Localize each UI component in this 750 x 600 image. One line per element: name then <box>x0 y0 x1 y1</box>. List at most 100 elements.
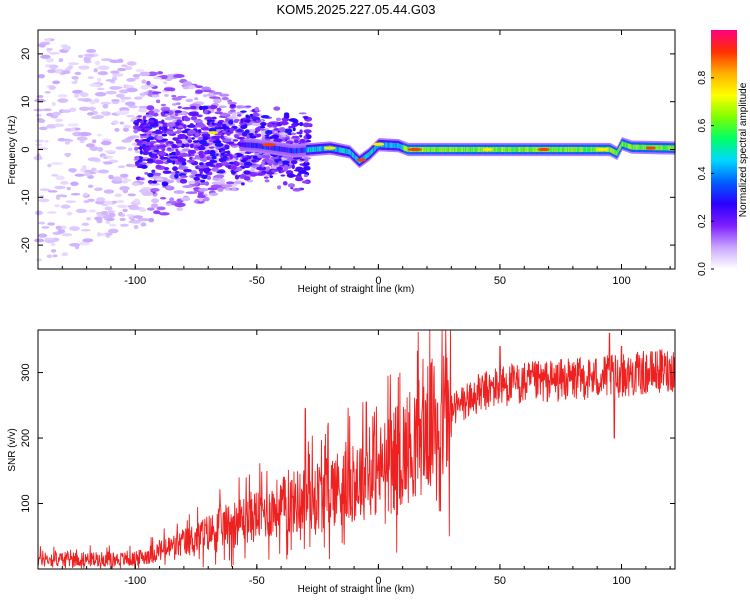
spectrogram-band-cell <box>586 146 588 153</box>
spectrogram-band-cell <box>265 144 268 150</box>
spectrogram-speckle <box>50 249 57 253</box>
spectrogram-band-cell <box>642 144 644 150</box>
spectrogram-band-cell <box>370 149 372 155</box>
spectrogram-cluster <box>139 120 144 124</box>
spectrogram-band-cell <box>292 148 294 154</box>
spectrogram-cluster <box>286 173 296 178</box>
spectrogram-band-cell <box>622 141 624 147</box>
spectrogram-speckle <box>79 92 87 96</box>
spectrogram-speckle <box>147 71 158 77</box>
spectrogram-band-cell <box>453 146 455 153</box>
spectrogram-speckle <box>64 141 71 145</box>
spectrogram-cluster <box>186 159 196 163</box>
spectrogram-band-cell <box>312 146 314 152</box>
spectrogram-cluster <box>160 103 167 107</box>
spectrogram-cluster <box>172 137 178 141</box>
spectrogram-band-cell <box>625 142 628 148</box>
spectrogram-band-cell <box>634 144 636 150</box>
spectrogram-speckle <box>44 140 49 143</box>
spectrogram-band-cell <box>299 147 302 153</box>
spectrogram-speckle <box>97 65 110 71</box>
spectrogram-cluster <box>201 105 209 110</box>
spectrogram-cluster <box>252 165 259 168</box>
spectrogram-band-cell <box>514 146 516 153</box>
spectrogram-band-cell <box>246 142 248 148</box>
spectrogram-cluster <box>190 105 197 110</box>
spectrogram-band-cell <box>432 146 434 153</box>
spectrogram-speckle <box>104 206 113 211</box>
spectrogram-band-cell <box>636 144 639 150</box>
spectrogram-band-cell <box>401 144 403 150</box>
spectrogram-speckle <box>213 91 223 95</box>
spectrogram-band-cell <box>469 146 471 153</box>
spectrogram-peak <box>356 158 367 162</box>
spectrogram-band-cell <box>659 145 661 151</box>
spectrogram-cluster <box>183 117 191 122</box>
spectrogram-cluster <box>209 150 216 154</box>
spectrogram-cluster <box>255 127 261 132</box>
spectrogram-band-cell <box>611 148 613 154</box>
spectrogram-speckle <box>65 153 70 158</box>
spectrogram-cluster <box>276 166 284 171</box>
spectrogram-speckle <box>47 163 52 168</box>
spectrogram-cluster <box>237 142 247 147</box>
spectrogram-cluster <box>179 178 188 184</box>
spectrogram-speckle <box>111 176 123 182</box>
spectrogram-band-cell <box>437 146 440 153</box>
snr-series-line <box>37 329 676 569</box>
spectrogram-band-cell <box>403 145 405 151</box>
spectrogram-band-cell <box>558 146 560 153</box>
spectrogram-band-cell <box>619 145 621 152</box>
spectrogram-band-cell <box>592 146 594 153</box>
spectrogram-cluster <box>134 163 143 167</box>
spectrogram-band-cell <box>255 143 257 149</box>
spectrogram-band-cell <box>365 154 367 160</box>
spectrogram-cluster <box>275 117 282 122</box>
spectrogram-speckle <box>52 254 58 258</box>
spectrogram-speckle <box>78 132 90 137</box>
spectrogram-peak <box>537 147 550 152</box>
spectrogram-xtick-label: -100 <box>124 275 146 287</box>
spectrogram-cluster <box>273 138 283 143</box>
spectrogram-speckle <box>148 217 155 223</box>
spectrogram-speckle <box>67 123 79 127</box>
spectrogram-speckle <box>181 106 192 110</box>
spectrogram-cluster <box>278 161 283 165</box>
spectrogram-cluster <box>134 157 140 161</box>
spectrogram-cluster <box>162 170 172 174</box>
spectrogram-band-cell <box>615 150 617 156</box>
spectrogram-band-cell <box>530 146 532 153</box>
spectrogram-band-cell <box>534 146 537 153</box>
spectrogram-speckle <box>173 74 185 78</box>
spectrogram-cluster <box>175 150 181 156</box>
spectrogram-band-cell <box>475 146 477 153</box>
spectrogram-cluster <box>222 130 226 133</box>
spectrogram-cluster <box>134 155 140 159</box>
spectrogram-cluster <box>218 119 225 123</box>
spectrogram-cluster <box>264 179 270 183</box>
spectrogram-band-cell <box>310 147 312 153</box>
spectrogram-speckle <box>203 196 210 202</box>
spectrogram-speckle <box>125 66 133 71</box>
spectrogram-band-cell <box>249 142 251 148</box>
spectrogram-speckle <box>163 87 174 92</box>
spectrogram-band-cell <box>285 147 287 153</box>
spectrogram-speckle <box>103 200 113 205</box>
spectrogram-band-cell <box>451 146 453 153</box>
spectrogram-speckle <box>126 136 136 140</box>
spectrogram-band-cell <box>335 146 337 152</box>
spectrogram-cluster <box>201 136 209 141</box>
spectrogram-peak <box>645 146 656 150</box>
spectrogram-cluster <box>260 121 267 127</box>
spectrogram-band-cell <box>645 144 647 151</box>
spectrogram-band-cell <box>307 147 309 153</box>
spectrogram-band-cell <box>630 144 632 150</box>
spectrogram-band-cell <box>533 146 536 153</box>
spectrogram-speckle <box>97 77 102 83</box>
spectrogram-band-cell <box>447 146 449 153</box>
spectrogram-xtick-label: 0 <box>375 275 381 287</box>
spectrogram-cluster <box>267 123 273 128</box>
spectrogram-speckle <box>126 61 137 66</box>
spectrogram-speckle <box>54 204 60 208</box>
spectrogram-speckle <box>47 190 58 193</box>
